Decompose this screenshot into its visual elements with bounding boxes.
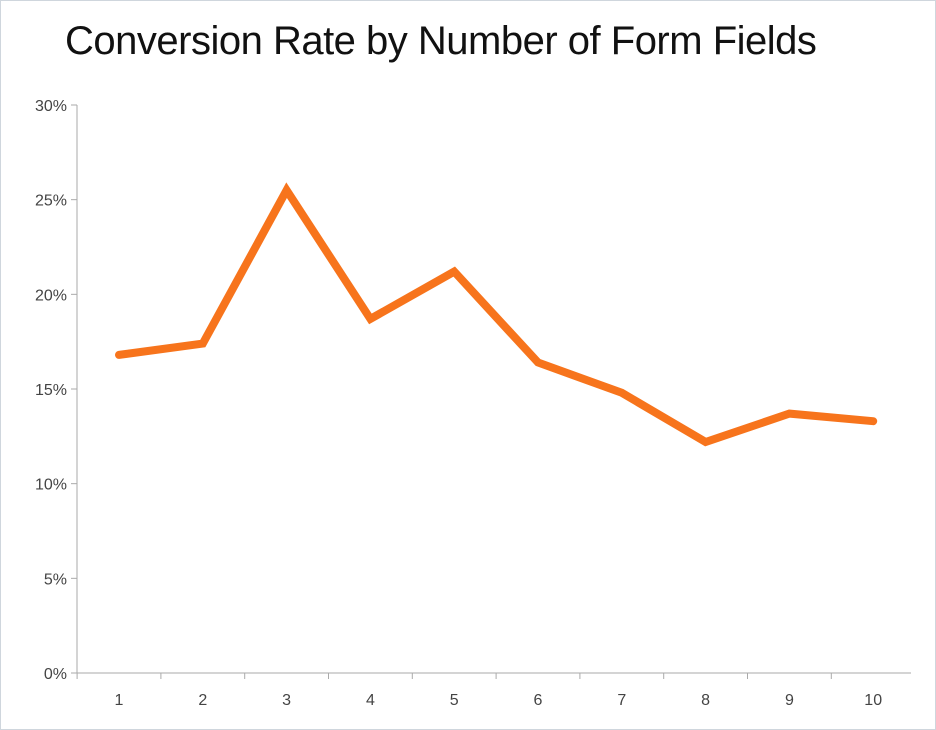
y-tick-label: 30% [35,98,67,115]
x-tick-label: 2 [198,692,207,709]
x-tick-label: 6 [534,692,543,709]
x-tick-label: 10 [864,692,882,709]
x-tick-label: 7 [617,692,626,709]
y-tick-label: 5% [44,571,67,588]
y-tick-label: 10% [35,477,67,494]
chart-title: Conversion Rate by Number of Form Fields [65,19,817,63]
y-tick-label: 25% [35,193,67,210]
x-tick-label: 3 [282,692,291,709]
y-tick-label: 20% [35,287,67,304]
series-line [115,182,878,447]
x-tick-label: 5 [450,692,459,709]
x-tick-label: 8 [701,692,710,709]
y-tick-label: 0% [44,666,67,683]
y-tick-label: 15% [35,382,67,399]
x-tick-label: 9 [785,692,794,709]
x-tick-label: 4 [366,692,375,709]
x-tick-label: 1 [115,692,124,709]
